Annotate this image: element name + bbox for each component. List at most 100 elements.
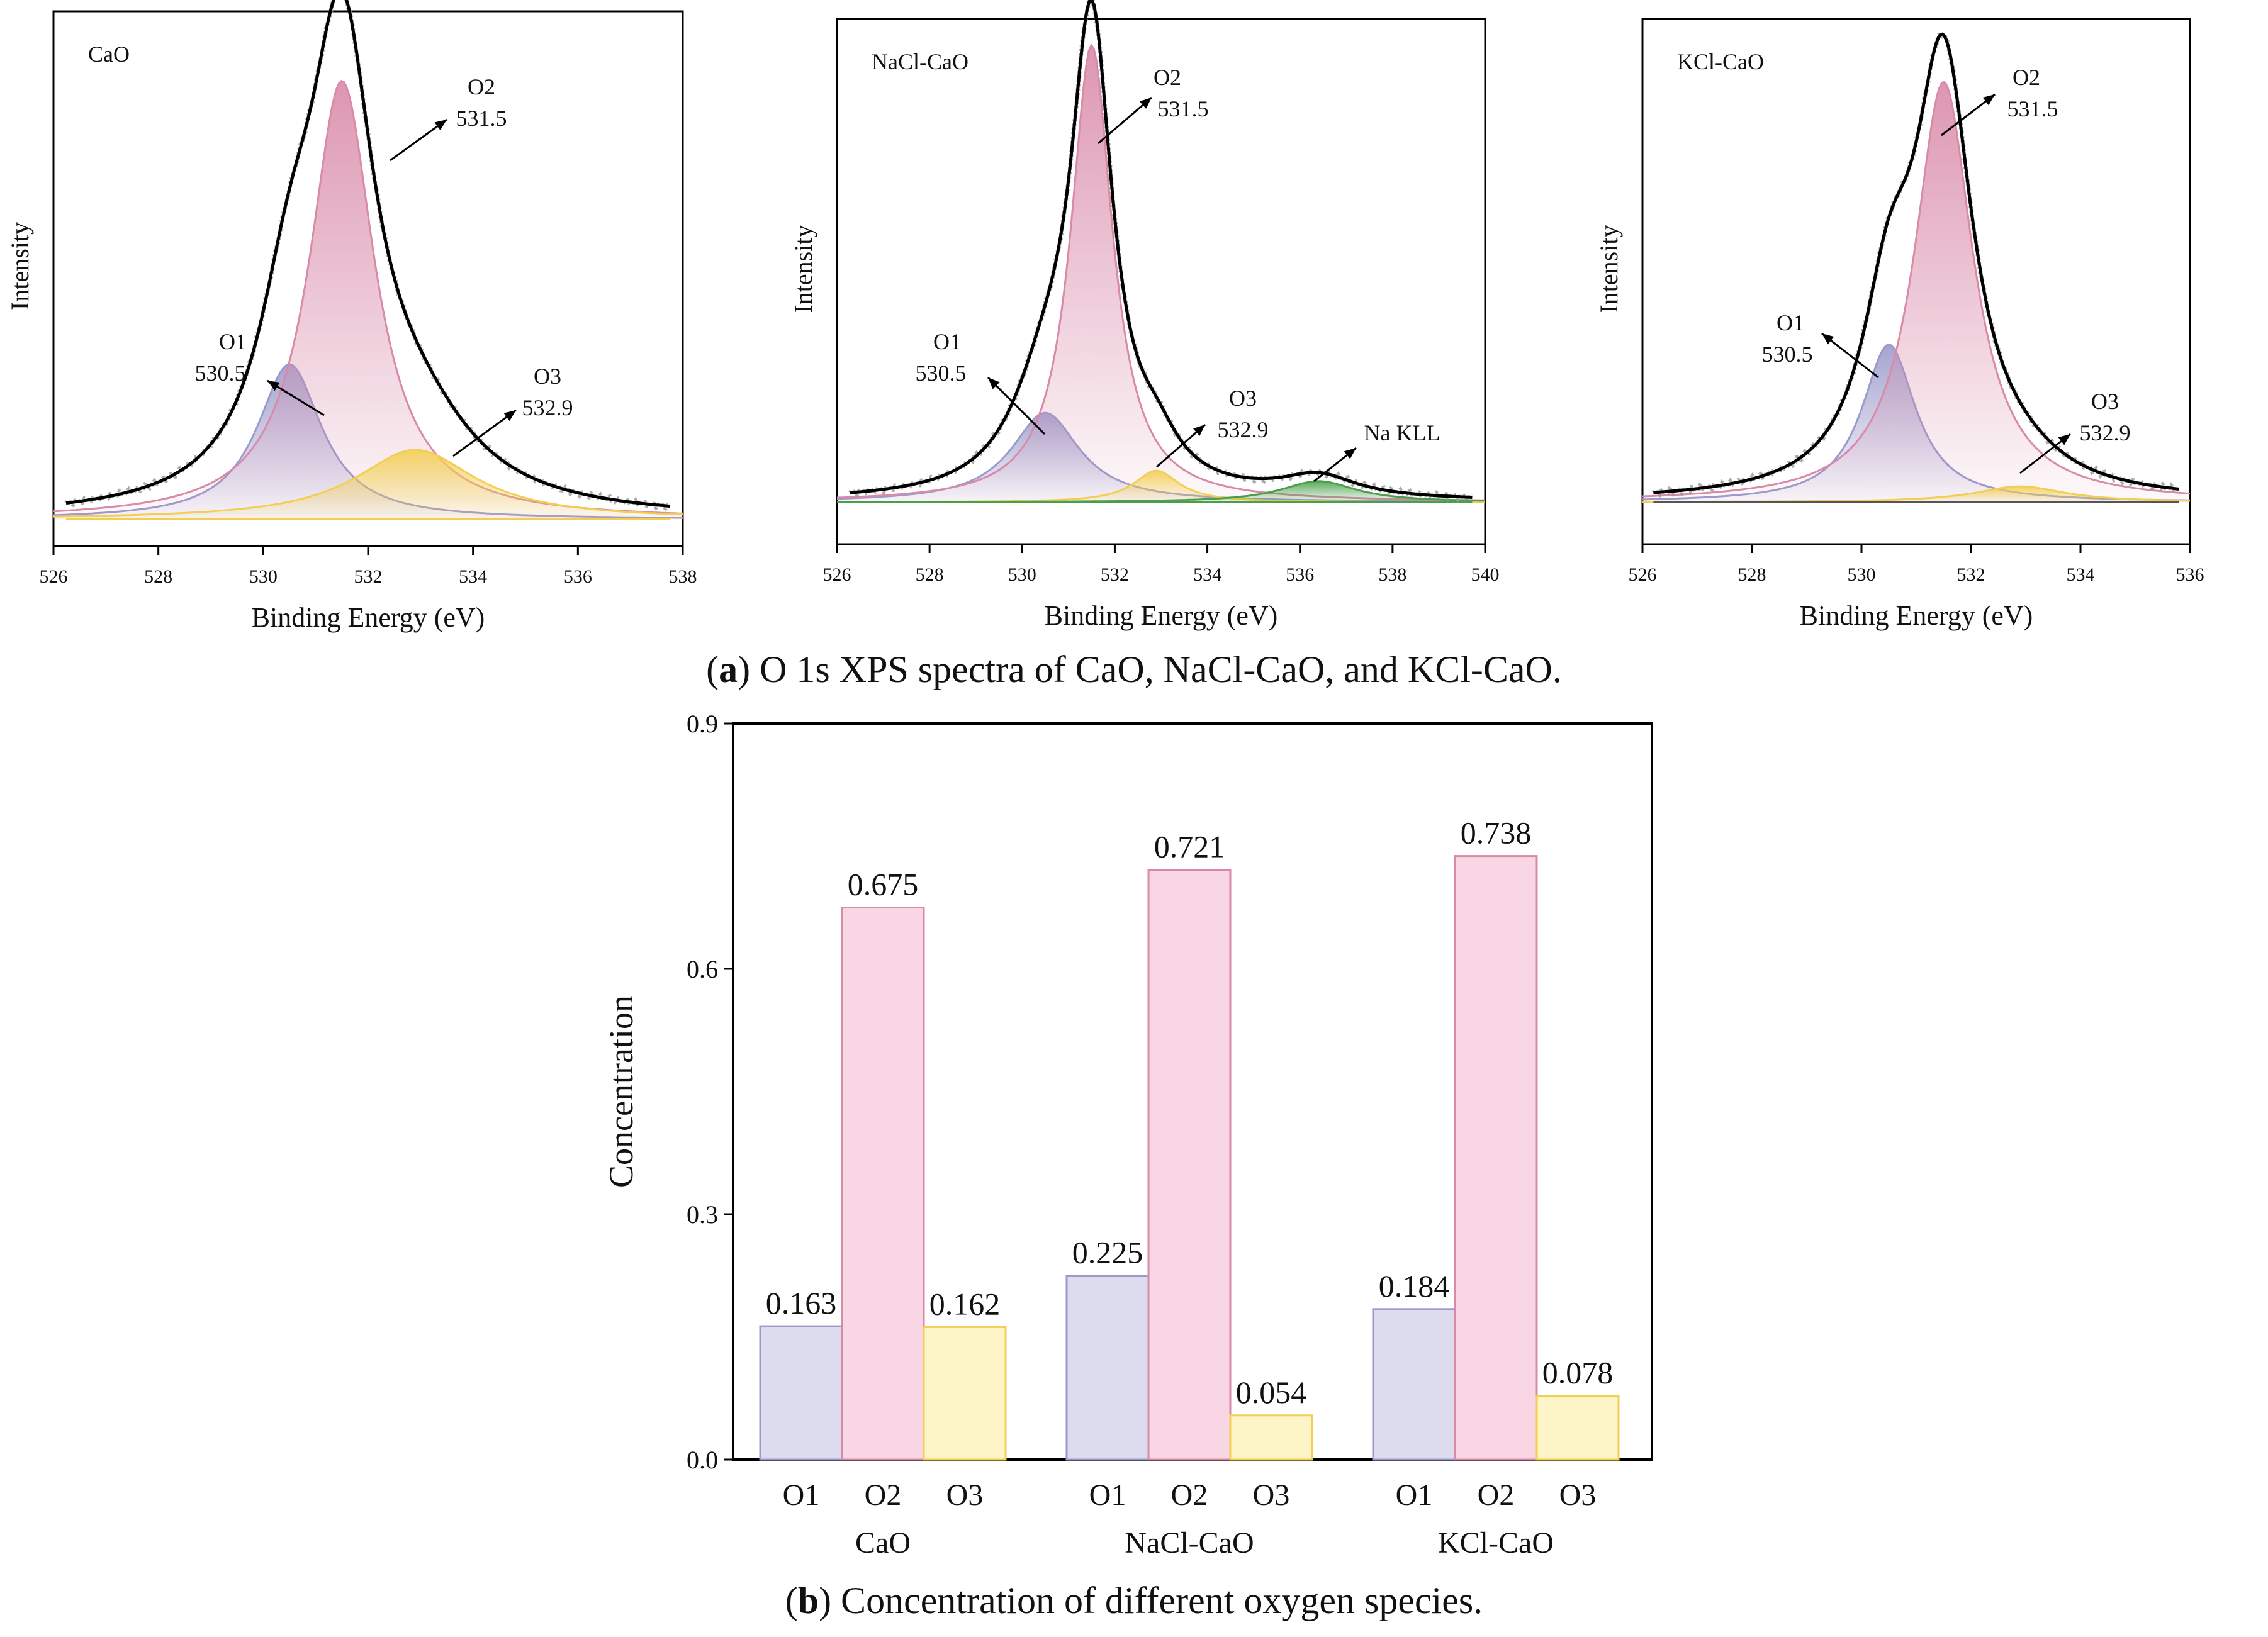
annotation-value: 532.9 (2080, 420, 2131, 445)
caption-a: (a) O 1s XPS spectra of CaO, NaCl-CaO, a… (706, 649, 1562, 690)
x-tick-label: 528 (1738, 564, 1766, 585)
x-tick-label: 534 (2067, 564, 2095, 585)
annotation-value: 532.9 (522, 395, 573, 420)
bar-nacl-cao-o1 (1065, 1275, 1150, 1461)
annotation-value: 531.5 (2007, 96, 2058, 121)
annotation-arrow-head (267, 381, 280, 391)
x-tick-label: 528 (144, 566, 172, 587)
x-tick-label: 526 (823, 564, 851, 585)
annotation-arrow-shaft (987, 376, 1046, 435)
peak-fill-o2 (1642, 82, 2190, 503)
peak-line-o2 (1642, 81, 2191, 498)
y-tick-label: 0.9 (687, 710, 718, 738)
bar-data-label: 0.162 (929, 1286, 1001, 1321)
annotation-value: 530.5 (195, 360, 246, 386)
x-axis-label: Binding Energy (eV) (1800, 600, 2033, 631)
x-axis-label: Binding Energy (eV) (252, 602, 485, 633)
x-group-label: KCl-CaO (1438, 1526, 1554, 1560)
panel-title: NaCl-CaO (872, 49, 968, 74)
x-tick-label: 534 (459, 566, 487, 587)
annotation-arrow-head (2058, 434, 2070, 445)
bar-data-label: 0.738 (1461, 815, 1532, 851)
bar-data-label: 0.163 (766, 1285, 837, 1321)
x-group-label: CaO (855, 1526, 911, 1560)
concentration-bar-chart: 0.0 0.3 0.6 0.9 Concentration 0.163 O1 0.675 O2 0… (602, 710, 1653, 1560)
annotation-label: O1 (933, 329, 961, 354)
panel-title: CaO (88, 42, 130, 67)
x-category-label: O3 (1253, 1478, 1290, 1512)
annotation-label: O3 (534, 364, 561, 389)
annotation-arrow-shaft (1821, 332, 1879, 379)
bar-cao-o1 (759, 1325, 843, 1461)
xps-panel-kcl-cao: 526 528 530 532 534 536 Binding Energy (eV) Int… (1595, 18, 2204, 631)
annotation-label: O3 (1229, 386, 1257, 411)
bar-nacl-cao-o3 (1229, 1414, 1313, 1461)
annotation-arrow-head (988, 377, 1000, 389)
x-tick-label: 530 (1008, 564, 1036, 585)
x-category-label: O1 (1089, 1478, 1126, 1512)
x-tick-label: 532 (354, 566, 383, 587)
annotation-arrow-shaft (1098, 96, 1152, 145)
caption-b-text: Concentration of different oxygen specie… (831, 1580, 1483, 1621)
x-tick-label: 532 (1957, 564, 1985, 585)
peak-fill-na-kll (837, 481, 1485, 503)
x-category-label: O3 (946, 1478, 984, 1512)
x-tick-label: 534 (1193, 564, 1221, 585)
y-tick-label: 0.6 (687, 955, 718, 983)
envelope-line (850, 0, 1473, 499)
x-category-label: O2 (1478, 1478, 1515, 1512)
y-axis-label: Concentration (602, 995, 640, 1188)
annotation-label: O2 (2013, 65, 2040, 90)
annotation-label: O2 (1154, 65, 1181, 90)
x-category-label: O2 (1171, 1478, 1208, 1512)
y-tick-label: 0.0 (687, 1446, 718, 1474)
bar-cao-o3 (923, 1326, 1007, 1461)
x-tick-label: 536 (2176, 564, 2204, 585)
x-tick-label: 536 (1286, 564, 1314, 585)
y-axis-label: Intensity (789, 225, 817, 313)
bar-data-label: 0.054 (1236, 1375, 1307, 1410)
x-group-label: NaCl-CaO (1125, 1526, 1254, 1560)
annotation-arrow-head (434, 120, 447, 131)
bar-kcl-cao-o3 (1535, 1395, 1620, 1461)
annotation-arrow-head (1193, 425, 1205, 436)
y-axis-label: Intensity (1595, 225, 1623, 313)
xps-panel-cao: 526 528 530 532 534 536 538 Binding Energy (eV)… (6, 0, 697, 633)
envelope-line (1653, 32, 2179, 494)
caption-b-letter: b (797, 1580, 819, 1621)
bar-data-label: 0.184 (1379, 1268, 1450, 1304)
peak-fill-o2 (53, 81, 683, 520)
peak-line-o3 (53, 449, 683, 518)
panel-title: KCl-CaO (1677, 49, 1764, 74)
x-tick-label: 530 (1848, 564, 1876, 585)
y-axis-label: Intensity (6, 222, 34, 310)
plot-frame (1641, 18, 2191, 545)
annotation-label: O2 (468, 74, 495, 99)
x-category-label: O2 (865, 1478, 902, 1512)
x-tick-label: 538 (669, 566, 697, 587)
x-tick-label: 526 (1629, 564, 1657, 585)
annotation-label: Na KLL (1364, 420, 1440, 445)
annotation-arrow-head (1822, 333, 1834, 345)
caption-a-letter: a (719, 649, 738, 690)
bar-kcl-cao-o2 (1454, 855, 1538, 1461)
annotation-value: 530.5 (1762, 342, 1813, 367)
plot-frame (836, 18, 1486, 545)
bar-data-label: 0.675 (848, 867, 919, 902)
peak-fill-o3 (1642, 486, 2190, 503)
y-tick-label: 0.3 (687, 1200, 718, 1229)
envelope-line (65, 0, 671, 508)
annotation-value: 532.9 (1218, 417, 1269, 442)
annotation-value: 531.5 (1158, 96, 1209, 121)
bar-nacl-cao-o2 (1147, 869, 1232, 1461)
bar-kcl-cao-o1 (1372, 1308, 1456, 1461)
x-axis-label: Binding Energy (eV) (1045, 600, 1278, 631)
xps-panel-nacl-cao: 526 528 530 532 534 536 538 540 Binding Energy (… (789, 0, 1500, 631)
bar-cao-o2 (841, 907, 925, 1461)
annotation-arrow-shaft (390, 118, 447, 162)
x-category-label: O3 (1559, 1478, 1597, 1512)
annotation-arrow-head (1344, 448, 1356, 459)
x-tick-label: 538 (1378, 564, 1406, 585)
x-tick-label: 532 (1101, 564, 1129, 585)
